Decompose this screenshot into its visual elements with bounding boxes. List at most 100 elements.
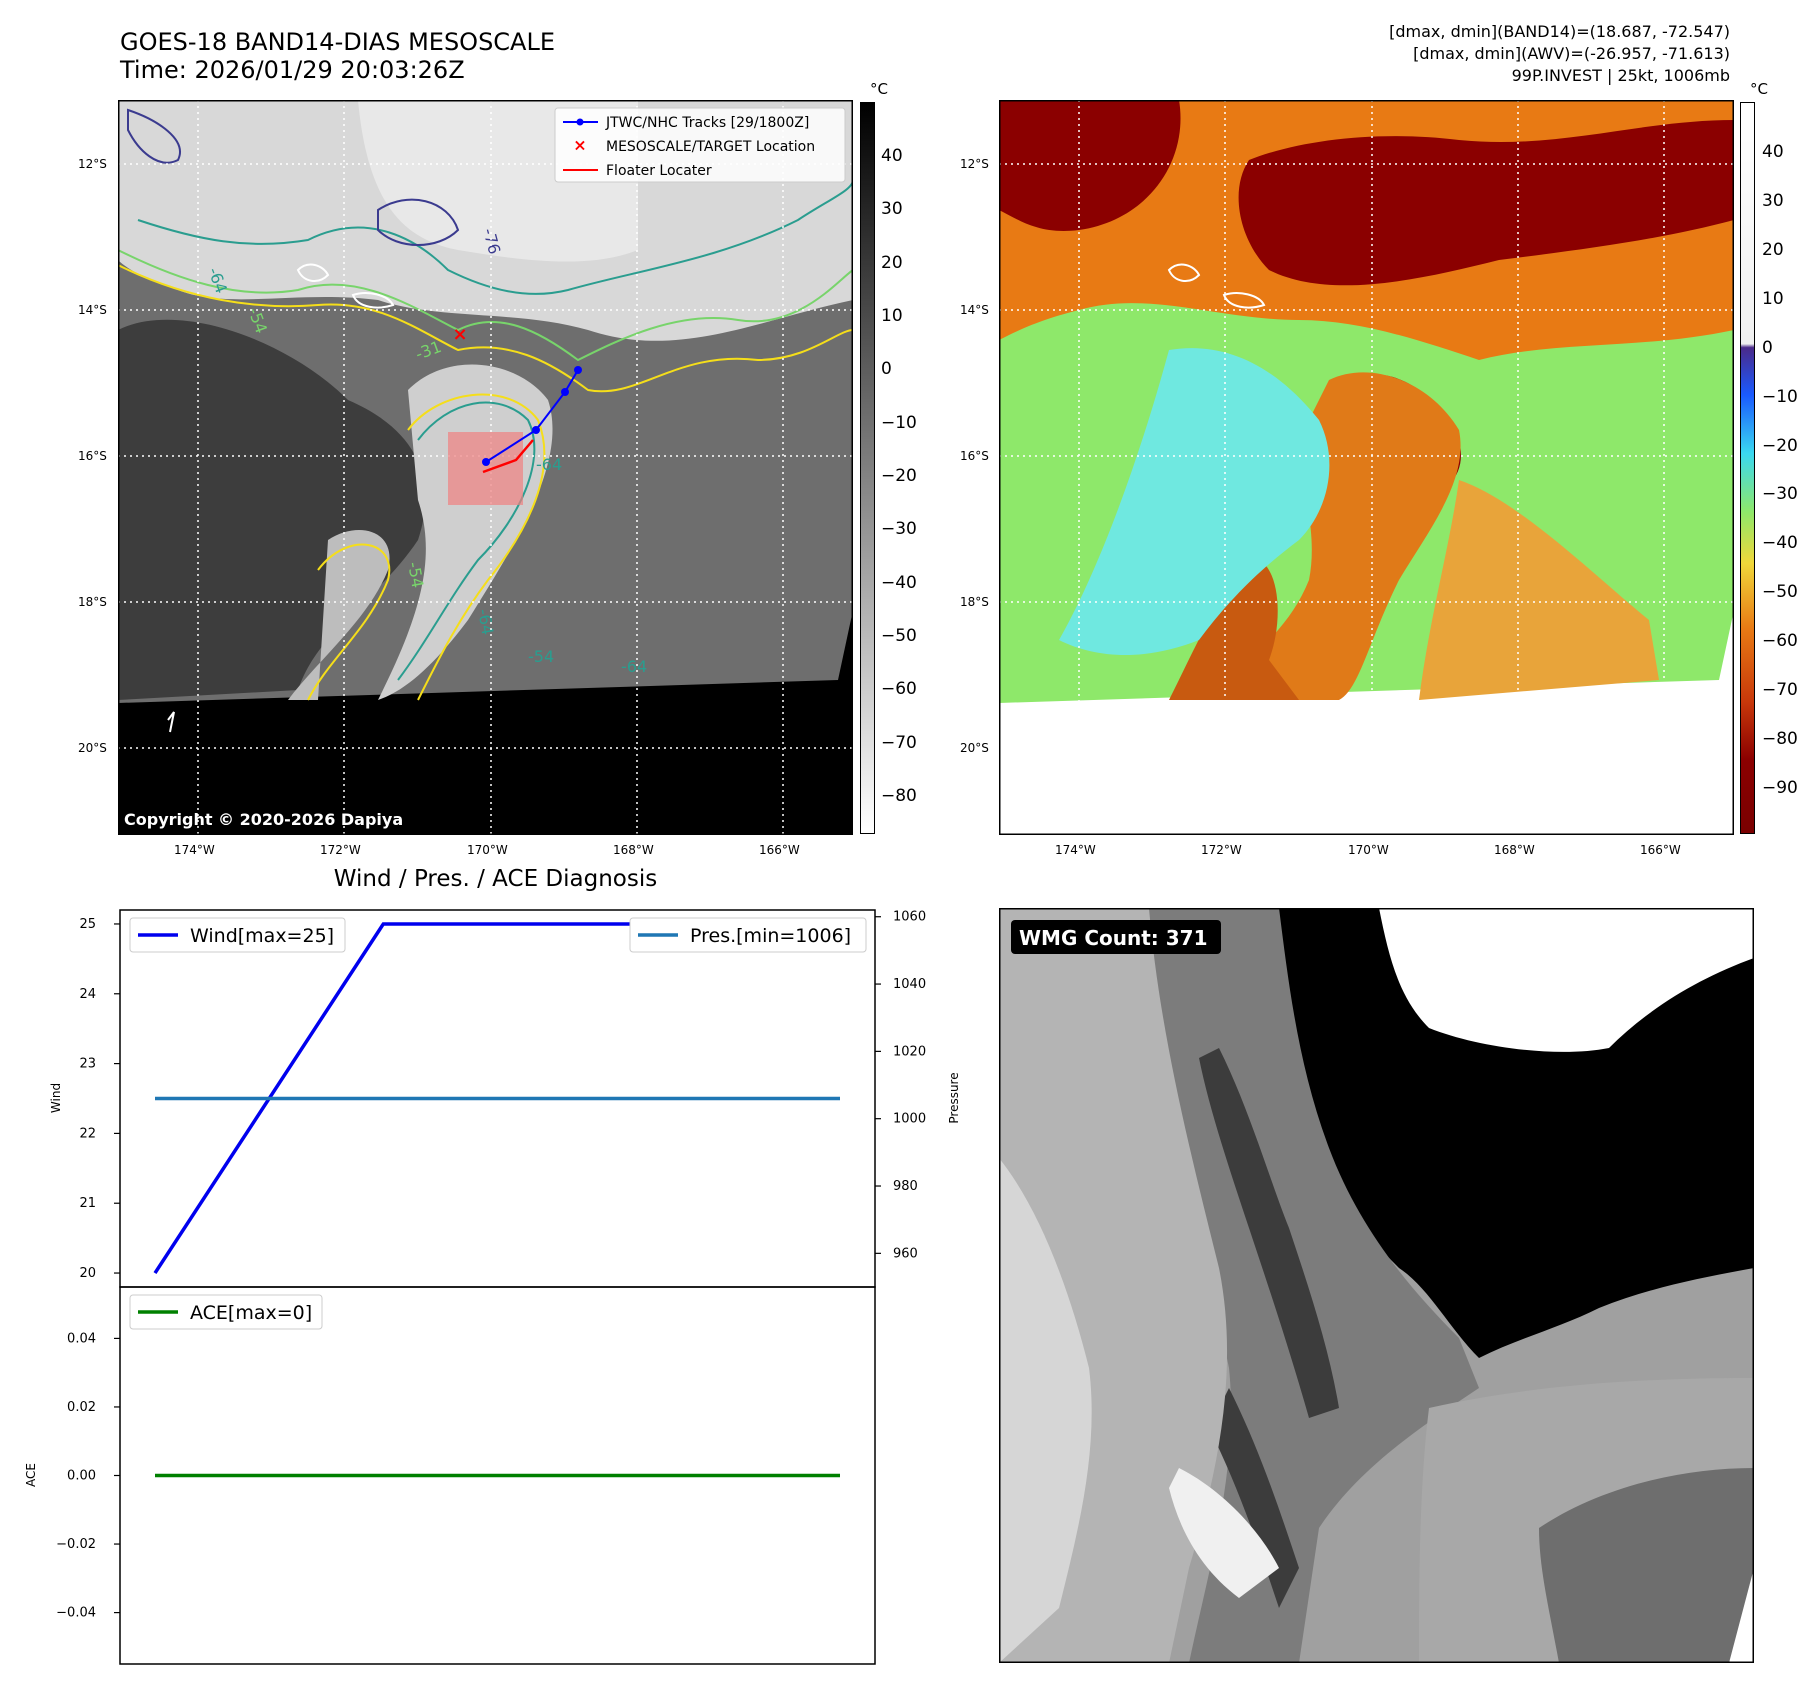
axis-tick-label: 0.04 bbox=[67, 1331, 96, 1346]
ir-lat-label: 16°S bbox=[78, 449, 107, 463]
ir-contour-teal-band bbox=[397, 401, 536, 681]
wv-map-panel bbox=[999, 100, 1734, 835]
info-line-1: [dmax, dmin](BAND14)=(18.687, -72.547) bbox=[1389, 22, 1730, 41]
wmg-count-box bbox=[1011, 920, 1221, 954]
wv-lon-label: 168°W bbox=[1494, 843, 1535, 857]
ace-legend-box bbox=[129, 1294, 323, 1330]
axis-tick-label: 22 bbox=[79, 1126, 96, 1141]
wv-lat-label: 16°S bbox=[960, 449, 989, 463]
ir-map-panel: -64 -76 -64 -54 -31 -64 -54 -54 -64 × JT… bbox=[118, 100, 853, 835]
wv-very-dry-2 bbox=[1238, 120, 1734, 286]
wv-lat-label: 20°S bbox=[960, 741, 989, 755]
wv-gridlines bbox=[999, 100, 1734, 835]
axis-tick-label: 1000 bbox=[893, 1112, 926, 1127]
axis-tick-label: 1040 bbox=[893, 977, 926, 992]
axis-tick-label: −0.04 bbox=[56, 1606, 96, 1621]
axis-tick-label: 20 bbox=[79, 1266, 96, 1281]
axis-tick-label: 960 bbox=[893, 1246, 918, 1261]
wmg-dark-streak bbox=[1199, 1048, 1339, 1418]
wind-legend-label: Wind[max=25] bbox=[190, 925, 334, 947]
floater-box bbox=[448, 432, 523, 505]
ir-cbar-tick: −60 bbox=[881, 679, 917, 700]
ir-colorbar bbox=[860, 102, 875, 834]
wv-dry-band bbox=[1199, 372, 1461, 700]
wmg-panel-frame bbox=[999, 908, 1754, 1663]
ir-cbar-tick: −50 bbox=[881, 625, 917, 646]
ir-contour-navy bbox=[127, 108, 181, 164]
ir-cbar-tick: 40 bbox=[881, 146, 903, 166]
copyright-text: Copyright © 2020-2026 Dapiya bbox=[124, 810, 403, 829]
ir-cbar-tick: −40 bbox=[881, 572, 917, 593]
ir-contour-yellow bbox=[118, 264, 853, 393]
info-line-3: 99P.INVEST | 25kt, 1006mb bbox=[1511, 66, 1730, 85]
ir-cbar-tick: 0 bbox=[881, 359, 892, 380]
wv-lat-label: 14°S bbox=[960, 303, 989, 317]
ir-cbar-tick: 10 bbox=[881, 305, 903, 326]
island-outline bbox=[1222, 292, 1266, 309]
wmg-count-label: WMG Count: 371 bbox=[1019, 926, 1208, 950]
ir-lon-label: 168°W bbox=[613, 843, 654, 857]
wind-axis-ticks: 25 24 23 22 21 20 bbox=[79, 917, 120, 1281]
axis-tick-label: 1020 bbox=[893, 1044, 926, 1059]
axis-tick-label: 25 bbox=[79, 917, 96, 932]
wv-panel-frame bbox=[999, 100, 1734, 835]
wv-cbar-tick: −90 bbox=[1762, 777, 1798, 798]
ir-lat-label: 12°S bbox=[78, 157, 107, 171]
axis-tick-label: 980 bbox=[893, 1179, 918, 1194]
ir-lon-label: 172°W bbox=[320, 843, 361, 857]
ace-axis-label: ACE bbox=[24, 1463, 38, 1487]
title-line-2: Time: 2026/01/29 20:03:26Z bbox=[120, 56, 465, 84]
ir-cloud-band-2 bbox=[288, 530, 390, 700]
ir-cbar-tick: −30 bbox=[881, 519, 917, 540]
ir-lat-label: 18°S bbox=[78, 595, 107, 609]
legend-track-label: JTWC/NHC Tracks [29/1800Z] bbox=[605, 115, 809, 131]
wv-colorbar-ticks: 40 30 20 10 0 −10 −20 −30 −40 −50 −60 −7… bbox=[1762, 142, 1798, 798]
jtwc-track-line bbox=[485, 369, 579, 463]
wmg-lighter-region bbox=[999, 1158, 1092, 1663]
pres-legend-box bbox=[629, 917, 867, 953]
legend-target-swatch: × bbox=[573, 136, 586, 155]
wv-cbar-tick: 40 bbox=[1762, 142, 1784, 162]
info-line-2: [dmax, dmin](AWV)=(-26.957, -71.613) bbox=[1413, 44, 1730, 63]
wv-cbar-tick: −50 bbox=[1762, 582, 1798, 603]
wv-cbar-tick: −80 bbox=[1762, 729, 1798, 750]
wv-cbar-tick: −20 bbox=[1762, 435, 1798, 456]
axis-tick-label: 24 bbox=[79, 987, 96, 1002]
ir-legend-box bbox=[554, 107, 846, 183]
ir-colorbar-unit: °C bbox=[870, 80, 888, 98]
wind-axis-label: Wind bbox=[49, 1083, 63, 1113]
legend-track-swatch-dot bbox=[576, 118, 584, 126]
ir-cbar-tick: 20 bbox=[881, 252, 903, 273]
wv-very-dry bbox=[999, 100, 1181, 231]
wv-cbar-tick: 20 bbox=[1762, 239, 1784, 260]
island-outline bbox=[351, 292, 395, 309]
ir-panel-frame bbox=[118, 100, 853, 835]
wv-lon-label: 170°W bbox=[1348, 843, 1389, 857]
ir-cbar-tick: −10 bbox=[881, 412, 917, 433]
wmg-dark-streak-2 bbox=[1209, 1388, 1299, 1608]
ir-lat-label: 14°S bbox=[78, 303, 107, 317]
ir-contour-label: -64 bbox=[621, 657, 647, 676]
ir-colorbar-ticks: 40 30 20 10 0 −10 −20 −30 −40 −50 −60 −7… bbox=[881, 146, 917, 806]
ace-legend-label: ACE[max=0] bbox=[190, 1302, 312, 1324]
wv-cbar-tick: 10 bbox=[1762, 288, 1784, 309]
wv-colorbar-unit: °C bbox=[1750, 80, 1768, 98]
ir-contour-teal bbox=[137, 179, 853, 295]
diag-title: Wind / Pres. / ACE Diagnosis bbox=[333, 866, 658, 892]
wv-cbar-tick: −60 bbox=[1762, 631, 1798, 652]
axis-tick-label: 1060 bbox=[893, 910, 926, 925]
ir-cbar-tick: −70 bbox=[881, 732, 917, 753]
wv-cbar-tick: 30 bbox=[1762, 190, 1784, 211]
ir-lon-label: 170°W bbox=[467, 843, 508, 857]
title-line-1: GOES-18 BAND14-DIAS MESOSCALE bbox=[120, 28, 556, 56]
ir-contour-label: -54 bbox=[404, 560, 427, 589]
wv-cbar-tick: −30 bbox=[1762, 484, 1798, 505]
wv-cbar-tick: 0 bbox=[1762, 337, 1773, 358]
axis-tick-label: 0.02 bbox=[67, 1400, 96, 1415]
island-outline bbox=[296, 263, 330, 282]
ir-contour-navy-2 bbox=[377, 198, 460, 246]
ir-lat-label: 20°S bbox=[78, 741, 107, 755]
ir-contour-yellow-band-2 bbox=[307, 543, 391, 701]
axis-tick-label: 23 bbox=[79, 1057, 96, 1072]
ir-cbar-tick: −80 bbox=[881, 785, 917, 806]
